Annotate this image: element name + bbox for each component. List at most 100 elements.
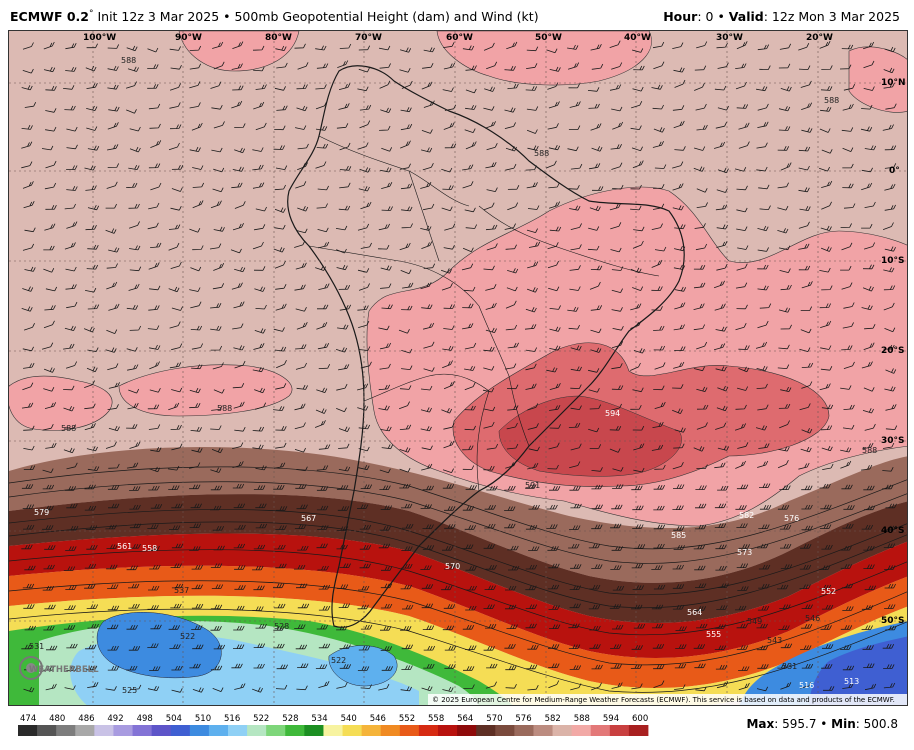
- wind-barb: [861, 625, 873, 630]
- wind-barb: [87, 466, 100, 471]
- wind-barb: [842, 424, 855, 430]
- wind-barb: [673, 545, 685, 550]
- wind-barb: [820, 524, 832, 529]
- wind-barb: [42, 424, 54, 431]
- wind-barb: [148, 485, 160, 491]
- legend-swatch: [380, 725, 401, 736]
- wind-barb: [883, 664, 895, 669]
- wind-barb: [570, 163, 583, 170]
- wind-barb: [442, 625, 455, 631]
- wind-barb: [127, 364, 139, 371]
- wind-barb: [275, 563, 287, 569]
- wind-barb: [714, 503, 727, 509]
- wind-barb: [630, 184, 642, 190]
- wind-barb: [23, 604, 35, 609]
- wind-barb: [421, 304, 433, 310]
- wind-barb: [190, 503, 202, 509]
- lon-label-80w: 80°W: [265, 33, 292, 43]
- wind-barb: [885, 625, 897, 631]
- wind-barb: [819, 383, 831, 391]
- wind-barb: [673, 324, 685, 331]
- wind-barb: [378, 405, 390, 411]
- wind-barb: [779, 268, 791, 273]
- wind-barb: [399, 163, 411, 170]
- wind-barb: [651, 604, 664, 610]
- legend-tick-label: 534: [311, 714, 327, 724]
- wind-barb: [210, 325, 222, 331]
- wind-barb: [315, 125, 328, 131]
- legend-swatch: [552, 725, 573, 736]
- wind-barb: [213, 121, 225, 129]
- wind-barb: [106, 564, 118, 570]
- legend-swatch: [571, 725, 592, 736]
- wind-barb: [64, 685, 76, 690]
- wind-barb: [465, 566, 477, 571]
- wind-barb: [442, 484, 455, 489]
- wind-barb: [128, 283, 140, 291]
- wind-barb: [276, 360, 287, 369]
- wind-barb: [273, 406, 285, 411]
- wind-barb: [129, 544, 141, 549]
- wind-barb: [400, 123, 413, 131]
- wind-barb: [591, 524, 603, 530]
- wind-barb: [612, 484, 624, 489]
- wind-barb: [401, 80, 413, 89]
- wind-barb: [420, 385, 433, 391]
- height-558-564-band: [9, 533, 907, 659]
- map-panel[interactable]: 100°W 90°W 80°W 70°W 60°W 50°W 40°W 30°W…: [8, 30, 908, 706]
- wind-barb: [171, 343, 183, 351]
- wind-barb: [715, 422, 727, 430]
- wind-barb: [315, 265, 327, 271]
- wind-barb: [318, 681, 330, 688]
- wind-barb: [798, 221, 810, 229]
- wind-barb: [609, 425, 622, 431]
- wind-barb: [231, 63, 243, 70]
- wind-barb: [801, 663, 814, 669]
- wind-barb: [357, 604, 369, 610]
- wind-barb: [360, 684, 372, 689]
- wind-barb: [632, 240, 644, 249]
- wind-barb: [800, 306, 813, 311]
- legend-swatch: [609, 725, 630, 736]
- wind-barb: [631, 683, 643, 690]
- wind-barb: [757, 285, 769, 291]
- contour-label: 588: [217, 404, 232, 413]
- wind-barb: [210, 626, 222, 631]
- wind-barb: [318, 283, 330, 290]
- legend-tick-label: 528: [282, 714, 298, 724]
- wind-barb: [486, 61, 498, 70]
- wind-barb: [252, 565, 264, 571]
- wind-barb: [421, 241, 433, 249]
- wind-barb: [84, 423, 96, 431]
- contour-label: 558: [142, 544, 157, 553]
- wind-barb: [126, 625, 138, 630]
- contour-label: 549: [747, 617, 762, 626]
- wind-barb: [23, 524, 35, 530]
- wind-barb: [861, 182, 873, 191]
- wind-barb: [444, 223, 456, 231]
- wind-barb: [211, 584, 224, 589]
- wind-barb: [336, 264, 348, 271]
- wind-barb: [149, 344, 161, 350]
- wind-barb: [567, 146, 579, 152]
- wind-barb: [589, 644, 601, 649]
- wind-barb: [823, 686, 835, 691]
- wind-barb: [400, 584, 412, 590]
- wind-barb: [462, 303, 474, 309]
- wind-barb: [234, 266, 246, 273]
- wind-barb: [485, 162, 497, 169]
- wind-barb: [189, 228, 201, 233]
- wind-barb: [736, 484, 749, 490]
- wind-barb: [821, 201, 832, 210]
- wind-barb: [652, 644, 665, 649]
- wind-barb: [231, 663, 243, 669]
- wind-barb: [651, 223, 663, 230]
- wind-barb: [569, 486, 581, 491]
- wind-barb: [443, 604, 456, 609]
- wind-barb: [360, 484, 373, 489]
- wind-barb: [589, 444, 602, 449]
- wind-barb: [528, 504, 540, 510]
- wind-barb: [569, 205, 581, 211]
- wind-barb: [128, 583, 140, 589]
- wind-barb: [126, 347, 138, 352]
